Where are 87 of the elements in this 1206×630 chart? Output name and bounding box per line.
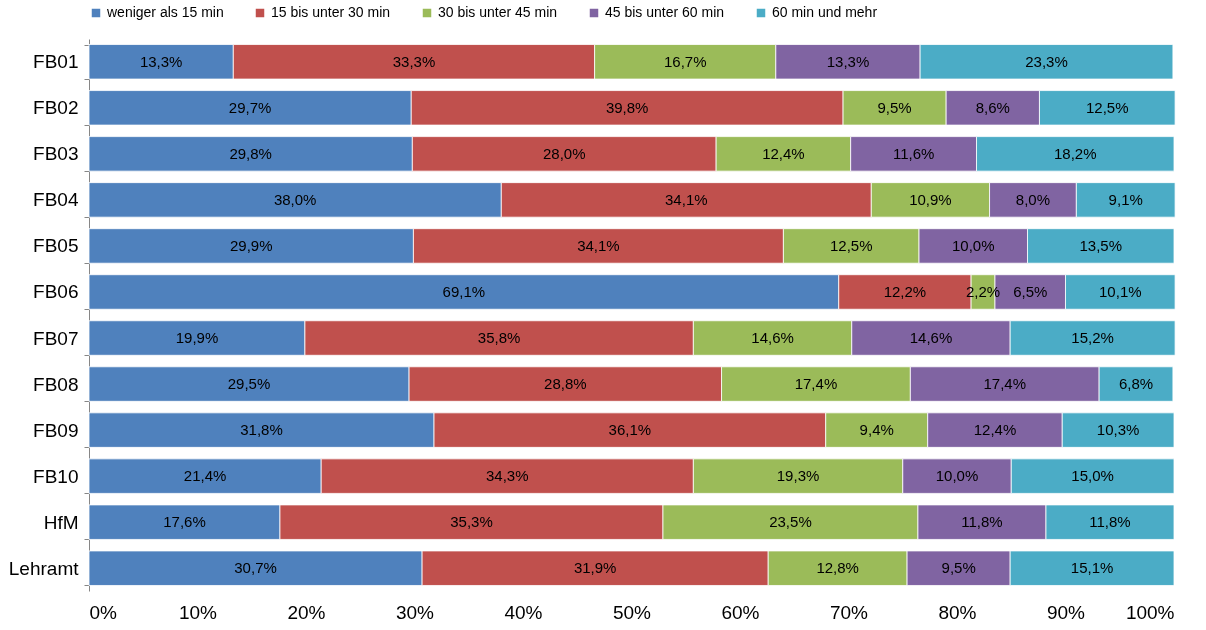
- data-label: 23,3%: [1025, 52, 1068, 70]
- data-label: 29,9%: [229, 236, 273, 254]
- data-label: 31,8%: [240, 421, 283, 439]
- data-label: 12,5%: [829, 236, 873, 254]
- y-tick-label: FB06: [33, 281, 79, 303]
- y-tick-label: FB02: [33, 97, 79, 119]
- data-label: 36,1%: [608, 421, 652, 439]
- data-label: 31,9%: [573, 559, 617, 577]
- y-tick-label: FB10: [33, 465, 79, 487]
- y-tick-label: FB01: [33, 51, 79, 73]
- legend-label: 60 min und mehr: [772, 4, 878, 20]
- y-tick-label: FB04: [33, 189, 79, 211]
- data-label: 29,7%: [228, 98, 272, 116]
- data-label: 17,6%: [163, 513, 206, 531]
- data-label: 23,5%: [769, 513, 812, 531]
- x-tick-label: 50%: [612, 601, 652, 623]
- data-label: 10,9%: [909, 190, 952, 208]
- legend-label: weniger als 15 min: [106, 4, 224, 20]
- data-label: 16,7%: [663, 52, 707, 70]
- data-label: 6,5%: [1013, 282, 1048, 300]
- data-label: 29,5%: [227, 375, 271, 393]
- data-label: 69,1%: [442, 282, 486, 300]
- data-label: 8,6%: [975, 98, 1010, 116]
- data-label: 38,0%: [273, 190, 317, 208]
- legend-label: 45 bis unter 60 min: [605, 4, 725, 20]
- y-tick-label: FB05: [33, 235, 79, 257]
- x-tick-label: 60%: [721, 601, 760, 623]
- x-tick-label: 70%: [829, 601, 869, 623]
- y-tick-label: FB07: [33, 327, 79, 349]
- data-label: 10,3%: [1096, 421, 1140, 439]
- data-label: 12,4%: [762, 144, 805, 162]
- x-tick-label: 40%: [504, 601, 543, 623]
- data-label: 15,2%: [1071, 329, 1114, 347]
- x-tick-label: 90%: [1046, 601, 1086, 623]
- data-label: 13,3%: [826, 52, 870, 70]
- x-tick-label: 0%: [89, 601, 118, 623]
- y-tick-label: FB08: [33, 373, 79, 395]
- data-label: 17,4%: [794, 375, 838, 393]
- data-label: 11,8%: [1089, 513, 1131, 531]
- x-tick-label: 80%: [938, 601, 977, 623]
- data-label: 12,5%: [1086, 98, 1129, 116]
- data-label: 34,1%: [665, 190, 708, 208]
- data-label: 11,8%: [961, 513, 1003, 531]
- data-label: 21,4%: [183, 467, 227, 485]
- x-tick-label: 30%: [395, 601, 435, 623]
- data-label: 17,4%: [983, 375, 1027, 393]
- y-tick-label: Lehramt: [8, 557, 80, 579]
- x-tick-label: 20%: [287, 601, 326, 623]
- data-label: 9,1%: [1108, 190, 1143, 208]
- data-label: 10,1%: [1099, 282, 1142, 300]
- data-label: 6,8%: [1118, 375, 1154, 393]
- data-label: 19,9%: [175, 329, 219, 347]
- data-label: 13,3%: [139, 52, 183, 70]
- data-label: 12,4%: [973, 421, 1017, 439]
- data-label: 34,3%: [485, 467, 529, 485]
- data-label: 9,5%: [941, 559, 976, 577]
- data-label: 28,8%: [544, 375, 587, 393]
- data-label: 13,5%: [1079, 236, 1123, 254]
- y-tick-label: FB09: [33, 419, 79, 441]
- data-label: 14,6%: [751, 329, 794, 347]
- data-label: 28,0%: [542, 144, 586, 162]
- x-tick-label: 10%: [178, 601, 218, 623]
- data-label: 9,4%: [859, 421, 894, 439]
- data-label: 12,8%: [816, 559, 859, 577]
- y-tick-label: HfM: [43, 511, 79, 533]
- data-label: 19,3%: [776, 467, 820, 485]
- data-label: 29,8%: [229, 144, 272, 162]
- data-label: 14,6%: [909, 329, 953, 347]
- data-label: 9,5%: [877, 98, 912, 116]
- data-label: 12,2%: [883, 282, 927, 300]
- data-label: 35,8%: [477, 329, 521, 347]
- legend-label: 15 bis unter 30 min: [271, 4, 391, 20]
- data-label: 30,7%: [234, 559, 277, 577]
- y-tick-label: FB03: [33, 143, 79, 165]
- data-label: 34,1%: [577, 236, 620, 254]
- data-label: 33,3%: [392, 52, 436, 70]
- data-label: 18,2%: [1053, 144, 1097, 162]
- data-label: 10,0%: [935, 467, 979, 485]
- data-label: 15,0%: [1071, 467, 1114, 485]
- data-label: 8,0%: [1015, 190, 1051, 208]
- data-label: 10,0%: [952, 236, 995, 254]
- data-label: 11,6%: [892, 144, 935, 162]
- data-label: 35,3%: [450, 513, 493, 531]
- data-label: 15,1%: [1070, 559, 1114, 577]
- legend-label: 30 bis unter 45 min: [438, 4, 558, 20]
- x-tick-label: 100%: [1125, 601, 1175, 623]
- data-label: 39,8%: [605, 98, 649, 116]
